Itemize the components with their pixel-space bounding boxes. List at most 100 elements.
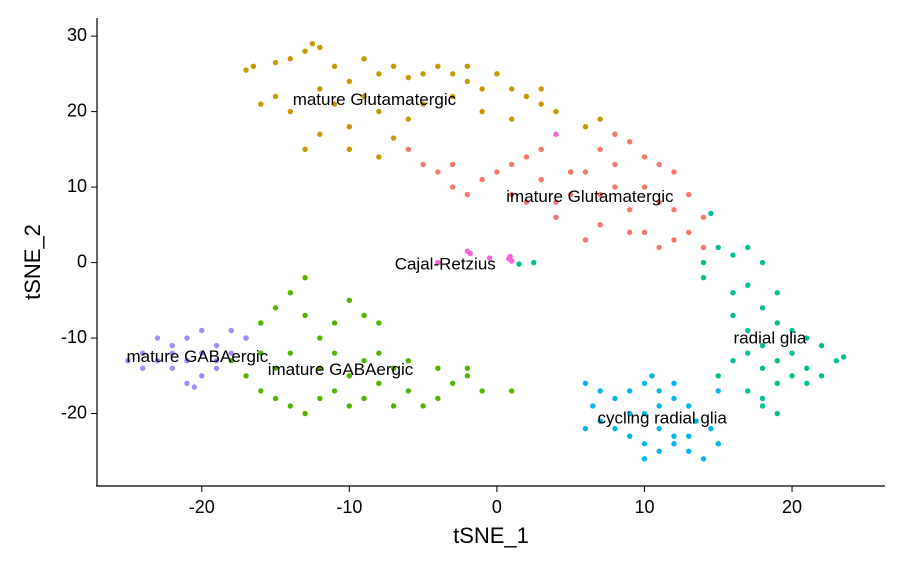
point xyxy=(759,259,766,266)
y-tick-label: -20 xyxy=(61,402,87,422)
point xyxy=(287,56,294,62)
point xyxy=(331,320,338,326)
point xyxy=(582,425,589,432)
cluster-label: mature Glutamatergic xyxy=(293,90,457,109)
point xyxy=(346,403,353,409)
cluster-label: radial glia xyxy=(734,328,807,347)
point xyxy=(435,63,441,70)
point xyxy=(612,425,618,432)
point xyxy=(516,261,522,267)
point xyxy=(627,410,633,417)
point xyxy=(508,161,515,168)
point xyxy=(715,441,721,447)
point xyxy=(700,274,707,281)
point xyxy=(627,207,633,213)
y-tick-label: -10 xyxy=(61,327,87,347)
point xyxy=(464,63,471,70)
point xyxy=(656,244,662,251)
point xyxy=(671,169,677,175)
point xyxy=(840,354,847,360)
point xyxy=(405,388,412,394)
point xyxy=(467,250,474,257)
point xyxy=(250,63,257,70)
point xyxy=(479,176,485,183)
point xyxy=(789,373,795,379)
point xyxy=(331,101,338,107)
point xyxy=(317,86,323,92)
point xyxy=(553,199,559,205)
point xyxy=(435,395,441,402)
y-tick-label: 20 xyxy=(67,100,87,120)
point xyxy=(243,373,249,379)
y-tick-label: 30 xyxy=(67,25,87,45)
point xyxy=(671,441,677,447)
point xyxy=(818,342,825,349)
point xyxy=(361,93,367,100)
cluster-label: imature GABAergic xyxy=(268,360,414,379)
point xyxy=(567,191,574,198)
point xyxy=(553,108,559,115)
point xyxy=(331,350,338,356)
point xyxy=(531,259,537,266)
point xyxy=(671,433,677,439)
cluster-label: imature Glutamatergic xyxy=(506,187,674,206)
point xyxy=(590,403,596,409)
point xyxy=(745,282,751,288)
point xyxy=(435,259,441,266)
point xyxy=(272,93,279,100)
point xyxy=(258,350,264,356)
point xyxy=(287,290,294,296)
point xyxy=(287,350,294,356)
point xyxy=(464,365,471,371)
point xyxy=(745,244,751,251)
point xyxy=(272,59,279,66)
point xyxy=(486,255,493,261)
point xyxy=(213,342,220,349)
point xyxy=(523,93,530,100)
point xyxy=(317,365,323,371)
point xyxy=(125,357,131,364)
point xyxy=(693,418,699,424)
point xyxy=(191,384,198,390)
point xyxy=(612,161,618,168)
point xyxy=(582,380,589,387)
point xyxy=(759,365,766,371)
point xyxy=(317,44,323,51)
point xyxy=(759,395,766,402)
point xyxy=(302,146,308,153)
point xyxy=(420,403,426,409)
point xyxy=(656,425,662,432)
point xyxy=(449,71,456,77)
point xyxy=(597,222,603,228)
point xyxy=(390,403,397,409)
point xyxy=(686,229,692,236)
point xyxy=(390,63,397,70)
point xyxy=(331,388,338,394)
point xyxy=(494,71,500,77)
point xyxy=(287,108,294,115)
point xyxy=(376,154,382,160)
point xyxy=(287,403,294,409)
point xyxy=(708,425,714,432)
point xyxy=(641,184,648,190)
point xyxy=(302,274,308,281)
point xyxy=(309,40,316,47)
point xyxy=(641,380,648,387)
point xyxy=(708,210,714,217)
point xyxy=(774,410,780,417)
point xyxy=(641,441,648,447)
point xyxy=(656,448,662,454)
point xyxy=(686,448,692,454)
point xyxy=(774,357,780,364)
cluster-label: cycling radial glia xyxy=(597,408,727,427)
point xyxy=(686,403,692,409)
point xyxy=(597,116,603,122)
point xyxy=(597,146,603,153)
y-tick-label: 10 xyxy=(67,176,87,196)
point xyxy=(789,327,795,334)
point xyxy=(154,335,161,341)
point xyxy=(213,357,220,364)
point xyxy=(582,169,589,175)
point xyxy=(656,388,662,394)
point xyxy=(833,357,840,364)
